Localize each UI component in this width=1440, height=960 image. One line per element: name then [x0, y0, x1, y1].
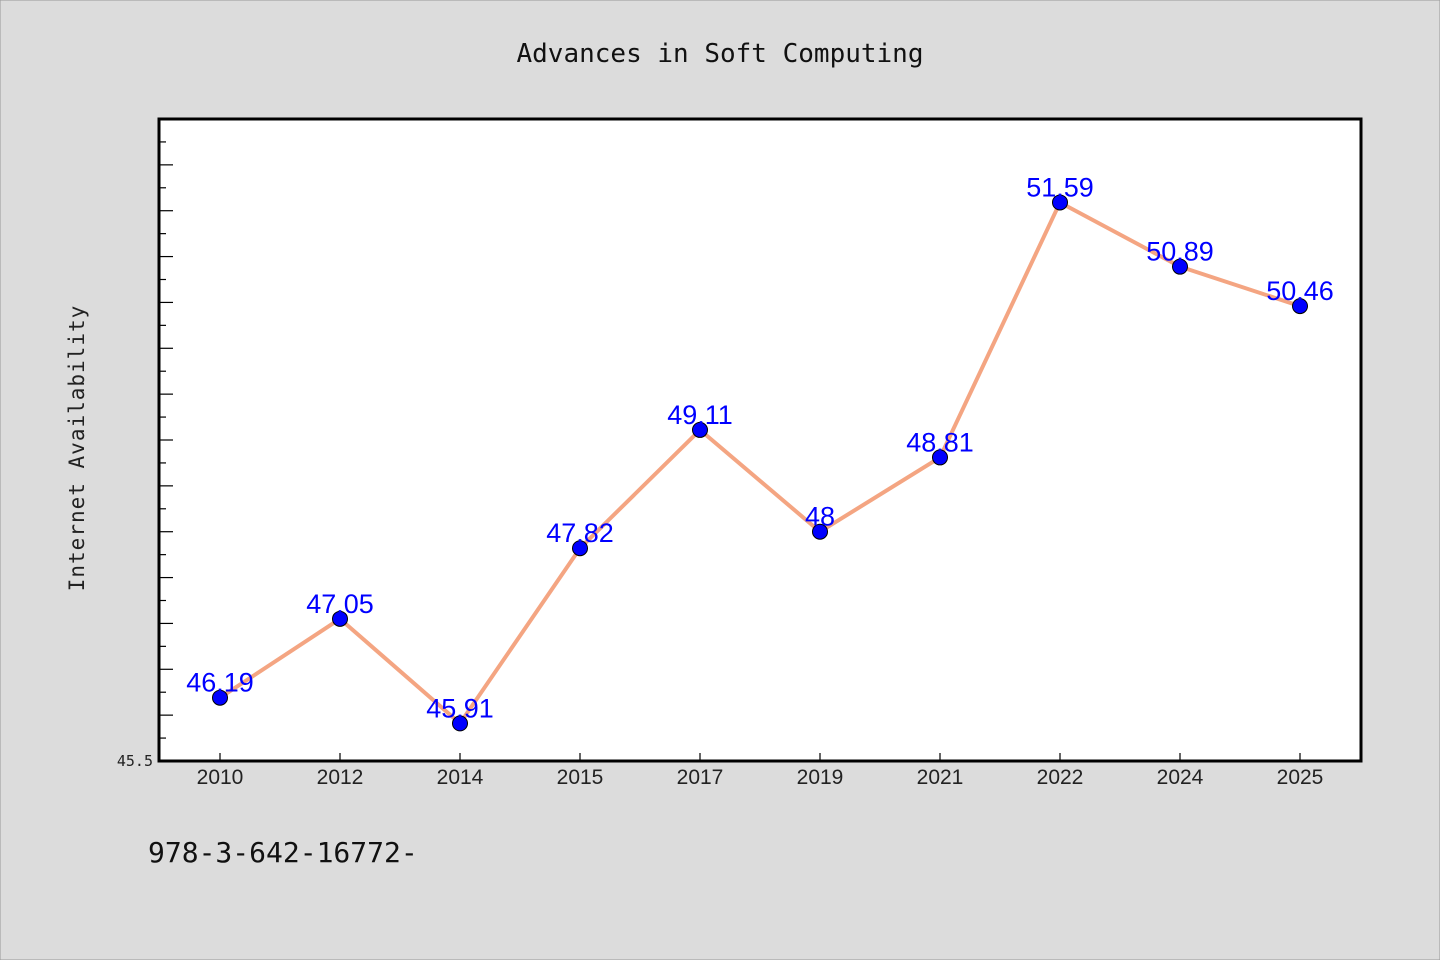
x-tick-label: 2017 [677, 766, 724, 789]
data-label: 49.11 [667, 400, 733, 430]
x-tick-label: 2019 [797, 766, 844, 789]
data-point [932, 449, 948, 466]
data-markers [212, 194, 1308, 732]
data-label: 48.81 [906, 427, 974, 457]
x-tick-label: 2025 [1277, 766, 1324, 789]
plot-area [157, 117, 1363, 763]
data-labels: 46.19 47.05 45.91 47.82 49.11 48 48.81 51.59 50.… [186, 172, 1334, 723]
data-label: 48 [805, 502, 835, 532]
x-tick-label: 2024 [1157, 766, 1204, 789]
data-label: 51.59 [1026, 172, 1094, 202]
x-axis-ticks: 2010 2012 2014 2015 2017 2019 2021 2022 2024 2025 [197, 753, 1324, 789]
data-label: 47.82 [546, 518, 614, 548]
data-label: 50.46 [1266, 276, 1334, 306]
data-point [1292, 298, 1308, 315]
data-label: 46.19 [186, 668, 254, 698]
y-axis-minor-ticks [159, 141, 173, 739]
data-point [692, 421, 708, 438]
x-tick-label: 2021 [917, 766, 964, 789]
footnote: 978-3-642-16772- [148, 836, 418, 869]
x-tick-label: 2010 [197, 766, 244, 789]
data-label: 45.91 [426, 693, 494, 723]
data-point [572, 540, 588, 557]
series-line [218, 200, 1301, 726]
data-point [452, 715, 468, 732]
x-tick-label: 2022 [1037, 766, 1084, 789]
chart-title: Advances in Soft Computing [517, 39, 924, 69]
data-label: 47.05 [306, 589, 374, 619]
data-point [332, 610, 348, 627]
data-point [812, 523, 828, 540]
y-axis-label: Internet Availability [65, 305, 89, 592]
data-label: 50.89 [1146, 237, 1214, 267]
x-tick-label: 2015 [557, 766, 604, 789]
x-tick-label: 2014 [437, 766, 484, 789]
data-point [1172, 258, 1188, 275]
data-point [1052, 194, 1068, 211]
y-tick-label-min: 45.5 [117, 752, 153, 770]
x-tick-label: 2012 [317, 766, 364, 789]
data-point [212, 689, 228, 706]
